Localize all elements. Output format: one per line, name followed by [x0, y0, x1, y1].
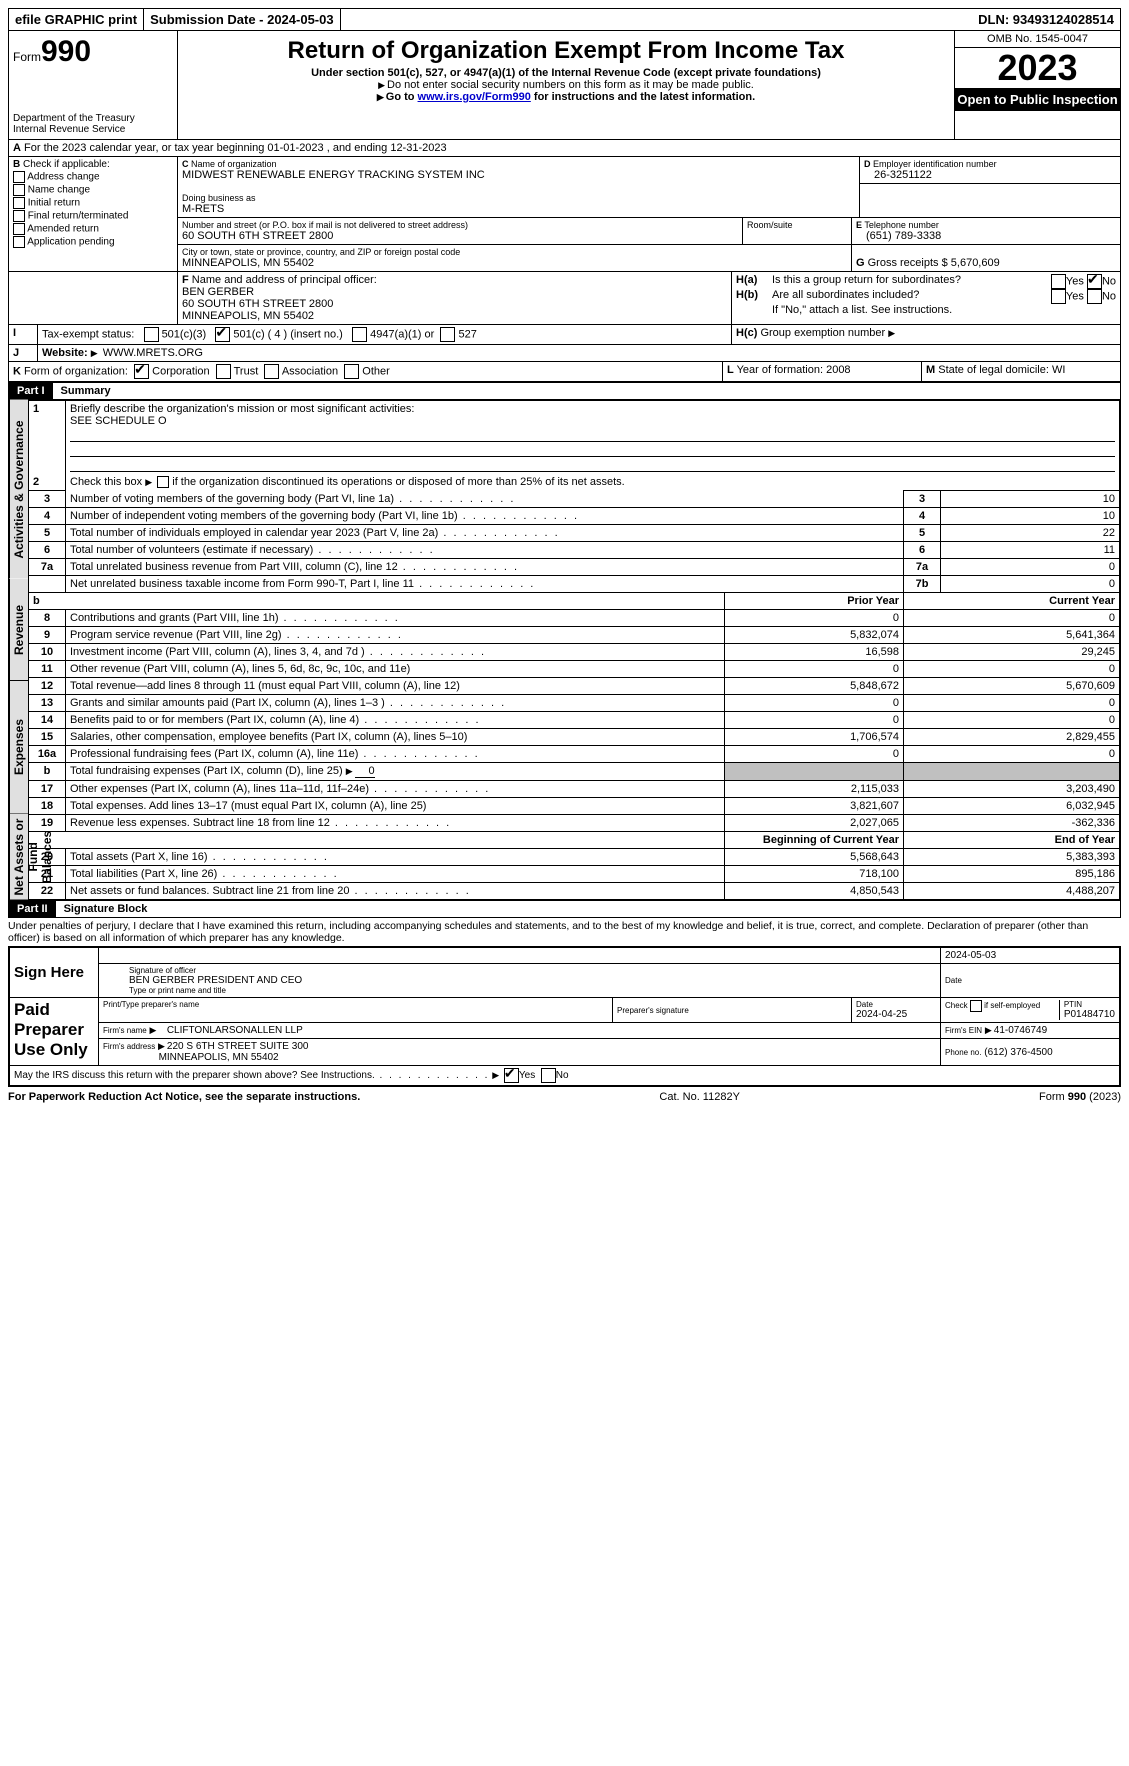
tax-year: 2023 — [955, 48, 1120, 88]
org-name: MIDWEST RENEWABLE ENERGY TRACKING SYSTEM… — [182, 169, 855, 181]
officer-group-block: F Name and address of principal officer:… — [8, 272, 1121, 325]
website: WWW.MRETS.ORG — [103, 347, 203, 359]
website-row: J Website: WWW.MRETS.ORG — [8, 345, 1121, 362]
form-title: Return of Organization Exempt From Incom… — [182, 37, 950, 65]
efile-label: efile GRAPHIC print — [9, 9, 144, 30]
instructions-link-row: Go to www.irs.gov/Form990 for instructio… — [182, 91, 950, 103]
dept-irs: Internal Revenue Service — [13, 124, 173, 135]
officer-name: BEN GERBER — [182, 286, 727, 298]
submission-date: Submission Date - 2024-05-03 — [144, 9, 341, 30]
ein: 26-3251122 — [864, 169, 1116, 181]
form-subtitle: Under section 501(c), 527, or 4947(a)(1)… — [182, 67, 950, 79]
officer-signature: BEN GERBER PRESIDENT AND CEO — [129, 975, 936, 986]
org-form-row: K Form of organization: Corporation Trus… — [8, 362, 1121, 382]
tax-status-row: I Tax-exempt status: 501(c)(3) 501(c) ( … — [8, 325, 1121, 345]
summary-table: 1 Briefly describe the organization's mi… — [28, 400, 1120, 900]
dept-treasury: Department of the Treasury — [13, 113, 173, 124]
identity-block: B Check if applicable: Address change Na… — [8, 157, 1121, 272]
signature-block: Sign Here 2024-05-03 Signature of office… — [8, 946, 1121, 1087]
dln: DLN: 93493124028514 — [972, 9, 1120, 30]
penalty-text: Under penalties of perjury, I declare th… — [8, 918, 1121, 946]
phone: (651) 789-3338 — [856, 230, 1116, 242]
vtab-expenses: Expenses — [9, 681, 28, 814]
ssn-warning: Do not enter social security numbers on … — [182, 79, 950, 91]
public-inspection: Open to Public Inspection — [955, 88, 1120, 111]
form-id: Form990 — [13, 35, 173, 69]
city-state-zip: MINNEAPOLIS, MN 55402 — [182, 257, 847, 269]
box-b: B Check if applicable: Address change Na… — [9, 157, 178, 271]
dba: M-RETS — [182, 203, 855, 215]
vtab-netassets: Net Assets or Fund Balances — [9, 814, 28, 901]
irs-link[interactable]: www.irs.gov/Form990 — [418, 91, 531, 103]
topbar: efile GRAPHIC print Submission Date - 20… — [8, 8, 1121, 31]
gross-receipts: 5,670,609 — [951, 257, 1000, 269]
vtab-revenue: Revenue — [9, 579, 28, 681]
omb-number: OMB No. 1545-0047 — [955, 31, 1120, 48]
summary-section: Activities & Governance Revenue Expenses… — [8, 400, 1121, 900]
street-address: 60 SOUTH 6TH STREET 2800 — [182, 230, 738, 242]
part1-header: Part I Summary — [8, 382, 1121, 400]
firm-name: CLIFTONLARSONALLEN LLP — [167, 1025, 303, 1036]
vtab-governance: Activities & Governance — [9, 400, 28, 579]
form-header: Form990 Department of the Treasury Inter… — [8, 31, 1121, 140]
line-a: A For the 2023 calendar year, or tax yea… — [8, 140, 1121, 157]
page-footer: For Paperwork Reduction Act Notice, see … — [8, 1087, 1121, 1103]
part2-header: Part II Signature Block — [8, 900, 1121, 918]
